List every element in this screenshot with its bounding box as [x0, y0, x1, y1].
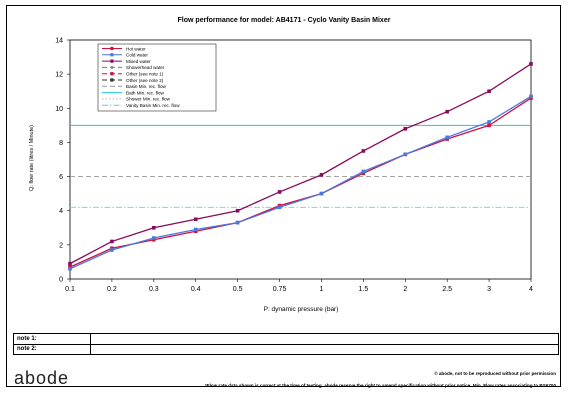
- note-row-2: note 2:: [14, 344, 558, 354]
- x-tick-label: 4: [529, 286, 533, 293]
- data-point: [193, 227, 198, 232]
- data-point: [361, 169, 366, 174]
- data-point: [319, 191, 324, 196]
- legend-label: Mixed water: [126, 59, 151, 64]
- data-point: [487, 120, 491, 124]
- data-point: [235, 208, 240, 213]
- note-row-1: note 1:: [14, 334, 558, 345]
- disclaimer-text: *Flow rate data shown is correct at the …: [205, 383, 556, 388]
- data-point: [403, 126, 408, 131]
- data-point: [445, 109, 449, 114]
- legend-marker: [110, 53, 114, 57]
- data-point: [68, 261, 72, 266]
- y-tick-label: 14: [55, 38, 63, 45]
- legend-label: Hot water: [126, 46, 146, 51]
- legend-marker: [110, 66, 114, 69]
- y-tick-label: 10: [55, 106, 63, 113]
- plot-area: 0 2 4 6 8 10 12 14 0.1 0.2 0.3 0.4 0.5 0.75 1 1.5 2 2.5 3 4…: [55, 38, 533, 294]
- x-tick-label: 1.5: [358, 286, 368, 293]
- data-point: [529, 62, 533, 66]
- legend-label: Shower Min. rec. flow: [126, 97, 171, 102]
- legend-label: Other (see note 1): [126, 72, 164, 77]
- chart-title: Flow performance for model: AB4171 - Cyc…: [178, 17, 391, 24]
- legend-label: Basin Min. rec. flow: [126, 84, 167, 89]
- data-point: [68, 266, 72, 271]
- x-tick-label: 1: [320, 286, 324, 293]
- chart-sheet: [6, 5, 561, 387]
- data-point: [403, 152, 408, 157]
- legend-marker: [110, 46, 114, 51]
- y-tick-label: 12: [55, 72, 63, 79]
- x-tick-label: 0.3: [149, 286, 159, 293]
- x-axis-label: P: dynamic pressure (bar): [264, 306, 339, 313]
- series-line: [69, 95, 532, 270]
- brand-logo: abode: [14, 368, 70, 388]
- legend-label: Vanity Basin Min. rec. flow: [126, 103, 180, 108]
- data-point: [361, 149, 366, 153]
- legend-marker: [110, 78, 114, 82]
- y-axis-label: Q: flow rate (litres / Minute): [29, 125, 35, 191]
- data-point: [193, 217, 198, 222]
- data-point: [235, 220, 240, 225]
- note-divider: [90, 344, 91, 354]
- x-tick-label: 0.4: [191, 286, 201, 293]
- note-divider: [90, 334, 91, 344]
- data-point: [110, 248, 114, 252]
- data-point: [487, 123, 491, 128]
- x-tick-label: 0.2: [107, 286, 117, 293]
- x-tick-label: 0.5: [233, 286, 243, 293]
- data-point: [445, 135, 449, 140]
- note1-label: note 1:: [17, 336, 37, 342]
- legend-marker: [110, 72, 114, 76]
- data-point: [529, 94, 533, 99]
- y-tick-label: 2: [59, 242, 63, 249]
- data-point: [110, 239, 114, 244]
- y-tick-label: 8: [59, 140, 63, 147]
- data-point: [277, 190, 282, 194]
- data-point: [152, 225, 156, 230]
- series-line: [69, 97, 532, 268]
- data-point: [152, 236, 156, 240]
- copyright-text: © abode, not to be reproduced without pr…: [434, 371, 556, 376]
- notes-table: note 1: note 2:: [13, 333, 559, 355]
- legend-label: Other (see note 2): [126, 78, 164, 83]
- data-point: [487, 89, 491, 94]
- y-tick-label: 6: [59, 174, 63, 181]
- data-point: [277, 205, 282, 210]
- x-tick-label: 0.75: [273, 286, 287, 293]
- legend-marker: [110, 59, 114, 63]
- note2-label: note 2:: [17, 346, 37, 352]
- x-tick-label: 0.1: [65, 286, 75, 293]
- data-point: [319, 173, 324, 177]
- series-line: [69, 63, 532, 265]
- legend-label: Bath Min. rec. flow: [126, 90, 164, 95]
- legend-label: Showerhead water: [126, 65, 165, 70]
- y-tick-label: 4: [59, 208, 63, 215]
- y-tick-label: 0: [59, 277, 63, 284]
- x-tick-label: 2.5: [442, 286, 452, 293]
- legend-label: Cold water: [126, 53, 148, 58]
- x-tick-label: 2: [403, 286, 407, 293]
- x-tick-label: 3: [487, 286, 491, 293]
- plot-frame: [69, 39, 532, 280]
